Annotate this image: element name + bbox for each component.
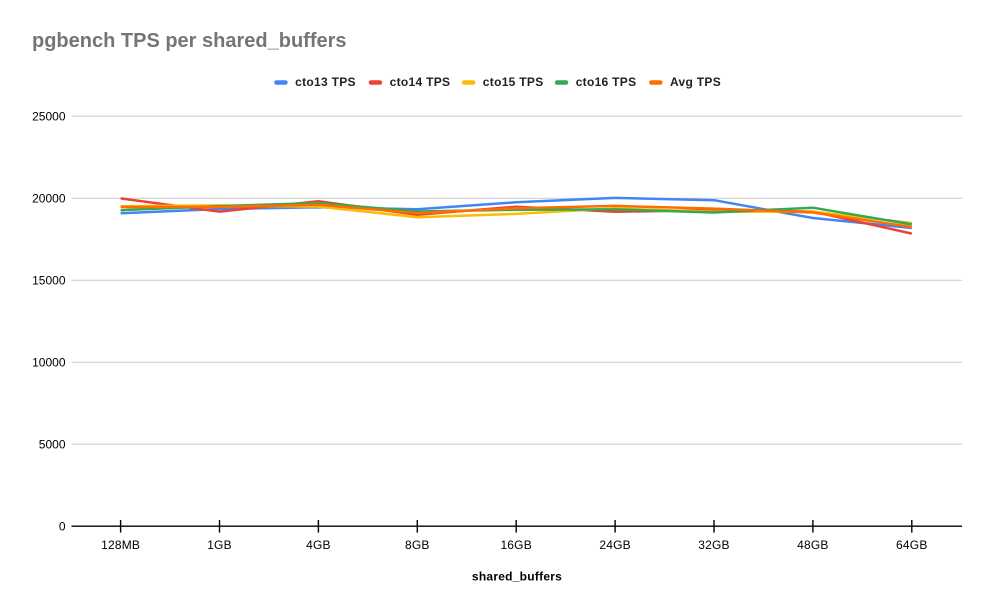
svg-text:4GB: 4GB: [306, 538, 331, 552]
svg-text:128MB: 128MB: [101, 538, 140, 552]
svg-text:cto13 TPS: cto13 TPS: [295, 75, 356, 89]
svg-text:5000: 5000: [39, 438, 66, 452]
svg-text:Avg TPS: Avg TPS: [670, 75, 721, 89]
svg-text:48GB: 48GB: [797, 538, 829, 552]
svg-text:20000: 20000: [32, 192, 66, 206]
svg-text:cto14 TPS: cto14 TPS: [390, 75, 451, 89]
svg-text:8GB: 8GB: [405, 538, 430, 552]
svg-text:pgbench TPS per shared_buffers: pgbench TPS per shared_buffers: [32, 30, 347, 52]
svg-text:0: 0: [59, 520, 66, 534]
svg-text:16GB: 16GB: [500, 538, 532, 552]
svg-text:24GB: 24GB: [599, 538, 631, 552]
svg-text:cto15 TPS: cto15 TPS: [483, 75, 544, 89]
svg-text:shared_buffers: shared_buffers: [472, 570, 562, 584]
svg-text:10000: 10000: [32, 356, 66, 370]
svg-text:32GB: 32GB: [698, 538, 730, 552]
svg-text:64GB: 64GB: [896, 538, 928, 552]
svg-text:cto16 TPS: cto16 TPS: [576, 75, 637, 89]
svg-text:25000: 25000: [32, 110, 66, 124]
svg-text:1GB: 1GB: [207, 538, 232, 552]
svg-text:15000: 15000: [32, 274, 66, 288]
